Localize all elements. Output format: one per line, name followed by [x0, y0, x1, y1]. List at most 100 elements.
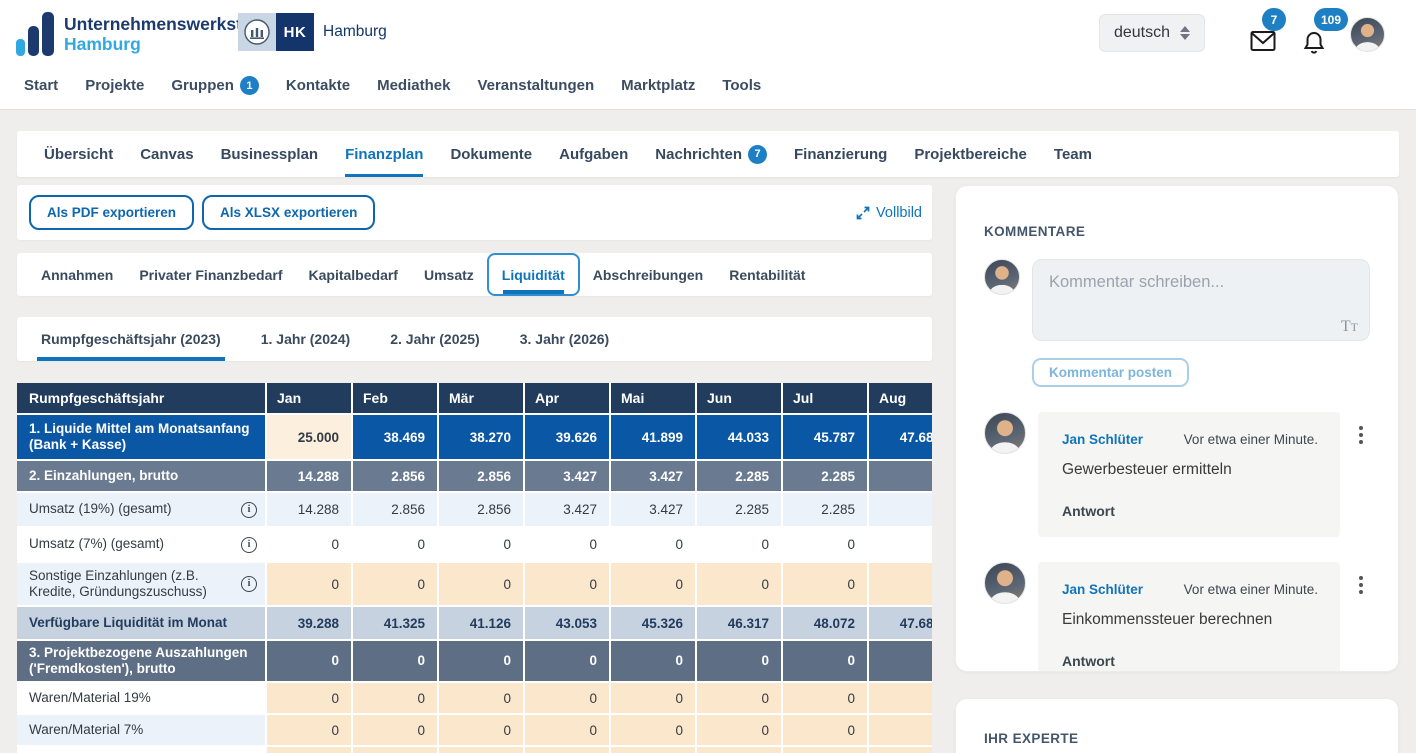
- value-cell-jun[interactable]: 0: [697, 563, 781, 605]
- year-tab-3-jahr-2026[interactable]: 3. Jahr (2026): [519, 331, 610, 347]
- comment-menu-button[interactable]: [1352, 562, 1370, 671]
- value-cell-jul[interactable]: 0: [783, 683, 867, 713]
- value-cell-mai[interactable]: 0: [611, 747, 695, 753]
- nav-item-mediathek[interactable]: Mediathek: [377, 77, 451, 94]
- tab-team[interactable]: Team: [1053, 145, 1092, 163]
- table-row-1-liquide-mittel-am-monatsanfang-bank-ka: 1. Liquide Mittel am Monatsanfang (Bank …: [17, 415, 932, 459]
- value-cell-jul[interactable]: 0: [783, 715, 867, 745]
- value-cell-jan[interactable]: 0: [267, 747, 351, 753]
- info-icon[interactable]: i: [241, 501, 257, 518]
- value-cell-jan[interactable]: 0: [267, 683, 351, 713]
- tab-nachrichten[interactable]: Nachrichten 7: [655, 131, 767, 177]
- month-header-aug: Aug: [869, 383, 932, 413]
- tab-finanzplan[interactable]: Finanzplan: [345, 131, 424, 177]
- year-tab-2-jahr-2025[interactable]: 2. Jahr (2025): [390, 331, 480, 347]
- value-cell-jul: 45.787: [783, 415, 867, 459]
- value-cell-mai[interactable]: 0: [611, 563, 695, 605]
- post-comment-button[interactable]: Kommentar posten: [1032, 358, 1190, 387]
- comment-reply-button[interactable]: Antwort: [1062, 503, 1115, 519]
- value-cell-jul[interactable]: 0: [783, 747, 867, 753]
- row-label-text: Waren/Material 19%: [29, 689, 151, 705]
- value-cell-jul[interactable]: 0: [783, 563, 867, 605]
- export-pdf-button[interactable]: Als PDF exportieren: [29, 195, 195, 230]
- value-cell-feb[interactable]: 0: [353, 563, 437, 605]
- value-cell-aug: 0: [869, 461, 932, 491]
- text-format-icon[interactable]: TT: [1340, 318, 1358, 335]
- comment-input[interactable]: [1032, 259, 1370, 341]
- messages-button[interactable]: 7: [1250, 8, 1286, 56]
- finance-tab-kapitalbedarf[interactable]: Kapitalbedarf: [308, 266, 398, 283]
- export-xlsx-button[interactable]: Als XLSX exportieren: [202, 195, 376, 230]
- nav-item-marktplatz[interactable]: Marktplatz: [621, 77, 696, 94]
- finance-tab-umsatz[interactable]: Umsatz: [423, 266, 474, 283]
- value-cell-apr[interactable]: 0: [525, 747, 609, 753]
- value-cell-jun[interactable]: 0: [697, 715, 781, 745]
- comment-menu-button[interactable]: [1352, 412, 1370, 537]
- value-cell-mai: 0: [611, 641, 695, 682]
- comment-bubble: Jan Schlüter Vor etwa einer Minute. Gewerb…: [1038, 412, 1340, 537]
- finance-tab-liquidit-t[interactable]: Liquidität: [486, 253, 580, 296]
- row-label-text: Sonstige Einzahlungen (z.B. Kredite, Grü…: [29, 567, 207, 599]
- value-cell-jun[interactable]: 0: [697, 683, 781, 713]
- value-cell-m-r: 0: [439, 641, 523, 682]
- value-cell-apr[interactable]: 0: [525, 715, 609, 745]
- finance-tab-rentabilit-t[interactable]: Rentabilität: [729, 266, 806, 283]
- nav-item-start[interactable]: Start: [24, 77, 59, 94]
- tab-projektbereiche[interactable]: Projektbereiche: [914, 145, 1027, 163]
- tab-bersicht[interactable]: Übersicht: [44, 145, 114, 163]
- brand-logo[interactable]: Unternehmenswerkstatt Hamburg: [16, 12, 263, 56]
- fullscreen-button[interactable]: Vollbild: [855, 205, 922, 221]
- language-selector[interactable]: deutsch: [1098, 14, 1205, 52]
- finance-tab-abschreibungen[interactable]: Abschreibungen: [592, 266, 704, 283]
- year-tab-rumpfgesch-ftsjahr-2023[interactable]: Rumpfgeschäftsjahr (2023): [37, 317, 225, 361]
- nav-item-kontakte[interactable]: Kontakte: [285, 77, 351, 94]
- value-cell-aug[interactable]: 0: [869, 563, 932, 605]
- row-label: Waren/Material 7%: [17, 715, 265, 745]
- finance-tab-annahmen[interactable]: Annahmen: [41, 266, 114, 283]
- tab-aufgaben[interactable]: Aufgaben: [559, 145, 629, 163]
- value-cell-m-r[interactable]: 0: [439, 563, 523, 605]
- comment-author-link[interactable]: Jan Schlüter: [1062, 582, 1144, 597]
- notifications-button[interactable]: 109: [1302, 8, 1349, 56]
- comment-author-link[interactable]: Jan Schlüter: [1062, 432, 1144, 447]
- value-cell-m-r: 2.856: [439, 461, 523, 491]
- value-cell-jun: 0: [697, 528, 781, 561]
- value-cell-apr: 43.053: [525, 607, 609, 639]
- tab-dokumente[interactable]: Dokumente: [450, 145, 533, 163]
- value-cell-aug[interactable]: 0: [869, 715, 932, 745]
- value-cell-feb[interactable]: 0: [353, 683, 437, 713]
- value-cell-jan[interactable]: 0: [267, 563, 351, 605]
- nav-item-tools[interactable]: Tools: [722, 77, 762, 94]
- value-cell-mai[interactable]: 0: [611, 683, 695, 713]
- finance-tab-privater-finanzbedarf[interactable]: Privater Finanzbedarf: [139, 266, 283, 283]
- info-icon[interactable]: i: [241, 576, 257, 592]
- value-cell-jun[interactable]: 0: [697, 747, 781, 753]
- value-cell-m-r[interactable]: 0: [439, 683, 523, 713]
- value-cell-feb[interactable]: 0: [353, 747, 437, 753]
- info-icon[interactable]: i: [241, 536, 257, 553]
- year-tab-1-jahr-2024[interactable]: 1. Jahr (2024): [260, 331, 351, 347]
- value-cell-m-r[interactable]: 0: [439, 747, 523, 753]
- value-cell-aug[interactable]: 0: [869, 747, 932, 753]
- value-cell-jun: 2.285: [697, 493, 781, 526]
- comment-avatar[interactable]: [984, 562, 1026, 604]
- value-cell-apr[interactable]: 0: [525, 563, 609, 605]
- nav-item-projekte[interactable]: Projekte: [85, 77, 145, 94]
- value-cell-jan[interactable]: 0: [267, 715, 351, 745]
- nav-item-veranstaltungen[interactable]: Veranstaltungen: [477, 77, 595, 94]
- value-cell-feb[interactable]: 0: [353, 715, 437, 745]
- value-cell-aug[interactable]: 0: [869, 683, 932, 713]
- comment-reply-button[interactable]: Antwort: [1062, 653, 1115, 669]
- comment-top: Jan Schlüter Vor etwa einer Minute.: [1062, 582, 1318, 597]
- tab-finanzierung[interactable]: Finanzierung: [794, 145, 888, 163]
- value-cell-mai[interactable]: 0: [611, 715, 695, 745]
- value-cell-jan[interactable]: 25.000: [267, 415, 351, 459]
- user-avatar[interactable]: [1350, 17, 1385, 52]
- comment-avatar[interactable]: [984, 412, 1026, 454]
- value-cell-m-r[interactable]: 0: [439, 715, 523, 745]
- tab-canvas[interactable]: Canvas: [140, 145, 194, 163]
- nav-item-gruppen[interactable]: Gruppen 1: [171, 76, 259, 95]
- value-cell-apr[interactable]: 0: [525, 683, 609, 713]
- tab-businessplan[interactable]: Businessplan: [220, 145, 319, 163]
- value-cell-jul: 2.285: [783, 493, 867, 526]
